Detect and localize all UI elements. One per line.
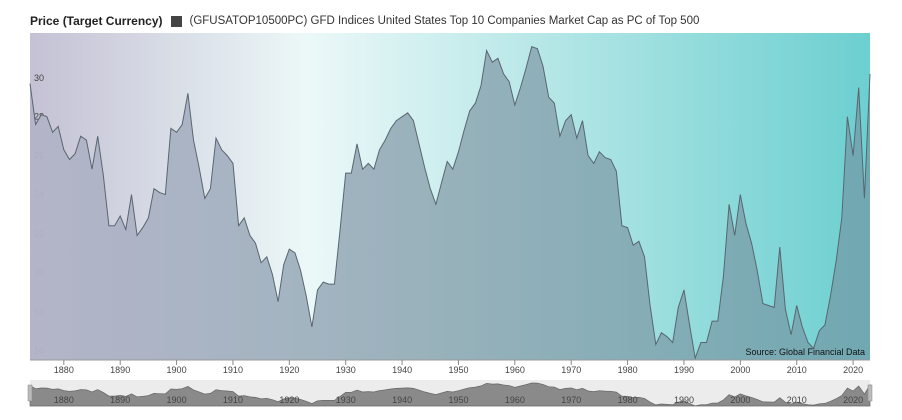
navigator-tick-label: 1930 <box>336 395 356 405</box>
x-tick-label: 1930 <box>336 365 356 375</box>
navigator-tick-label: 1880 <box>54 395 74 405</box>
navigator-tick-label: 2000 <box>730 395 750 405</box>
navigator-handle-left[interactable] <box>27 384 33 402</box>
x-tick-label: 1990 <box>674 365 694 375</box>
legend-swatch[interactable] <box>170 15 182 27</box>
navigator-tick-label: 1910 <box>223 395 243 405</box>
x-tick-label: 2020 <box>843 365 863 375</box>
navigator-tick-label: 1980 <box>618 395 638 405</box>
price-axis-label: Price (Target Currency) <box>30 14 163 28</box>
x-tick-label: 2000 <box>730 365 750 375</box>
navigator-ticks: 1880 1890 1900 1910 1920 1930 1940 1950 1960 1970… <box>54 395 863 405</box>
navigator[interactable]: 1880 1890 1900 1910 1920 1930 1940 1950 1960 1970… <box>27 380 873 407</box>
navigator-tick-label: 2010 <box>787 395 807 405</box>
x-tick-label: 1970 <box>561 365 581 375</box>
navigator-tick-label: 2020 <box>843 395 863 405</box>
navigator-tick-label: 1960 <box>505 395 525 405</box>
source-note: Source: Global Financial Data <box>745 347 865 357</box>
navigator-tick-label: 1940 <box>392 395 412 405</box>
navigator-tick-label: 1990 <box>674 395 694 405</box>
navigator-tick-label: 1950 <box>448 395 468 405</box>
x-tick-label: 1920 <box>279 365 299 375</box>
x-tick-label: 1910 <box>223 365 243 375</box>
navigator-area <box>29 382 871 407</box>
navigator-tick-label: 1900 <box>167 395 187 405</box>
x-tick-label: 2010 <box>787 365 807 375</box>
chart-header: Price (Target Currency) (GFUSATOP10500PC… <box>30 11 699 31</box>
y-tick-label: 30 <box>34 73 44 83</box>
x-tick-label: 1960 <box>505 365 525 375</box>
plot-area[interactable] <box>29 45 871 361</box>
navigator-tick-label: 1920 <box>279 395 299 405</box>
x-axis: 1880 1890 1900 1910 1920 1930 1940 1950 1960 1970… <box>54 360 863 375</box>
navigator-tick-label: 1970 <box>561 395 581 405</box>
x-tick-label: 1900 <box>167 365 187 375</box>
x-tick-label: 1950 <box>448 365 468 375</box>
x-tick-label: 1890 <box>110 365 130 375</box>
x-tick-label: 1980 <box>618 365 638 375</box>
navigator-tick-label: 1890 <box>110 395 130 405</box>
y-tick-label: 28 <box>34 112 44 122</box>
series-line[interactable] <box>29 45 871 361</box>
navigator-handle-right[interactable] <box>867 384 873 402</box>
legend-series-label[interactable]: (GFUSATOP10500PC) GFD Indices United Sta… <box>189 15 700 27</box>
x-tick-label: 1880 <box>54 365 74 375</box>
x-tick-label: 1940 <box>392 365 412 375</box>
navigator-series <box>29 382 871 407</box>
series-area[interactable] <box>30 46 870 360</box>
